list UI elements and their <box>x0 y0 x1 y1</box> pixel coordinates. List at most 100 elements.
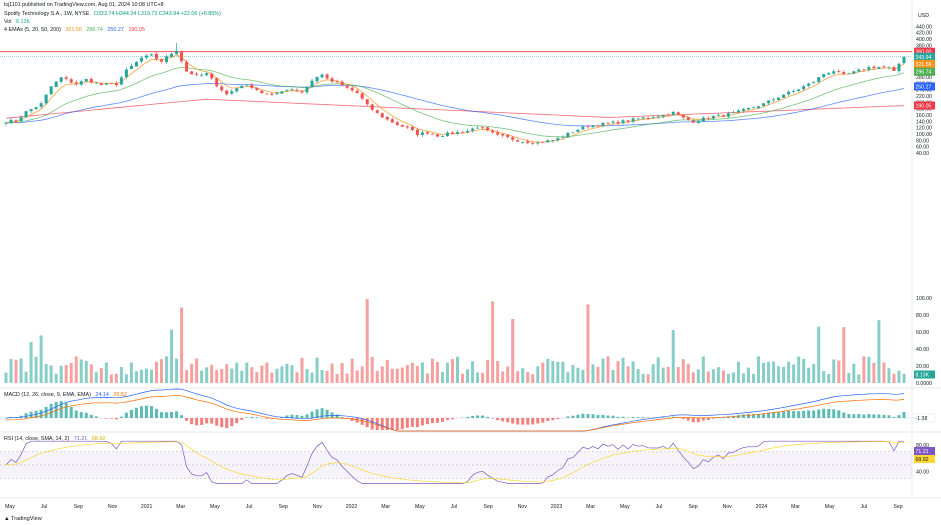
macd-histogram-bar <box>380 418 384 430</box>
macd-histogram-bar <box>536 418 540 424</box>
candle-body <box>355 90 359 93</box>
candle-body <box>551 139 555 141</box>
ema200-line <box>5 98 905 119</box>
volume-bar <box>681 359 685 383</box>
candle-body <box>762 103 766 106</box>
macd-value-tag: -1.38 <box>916 416 928 422</box>
rsi-tag-bg <box>914 447 935 456</box>
candle-body <box>767 100 771 104</box>
volume-bar <box>94 372 98 383</box>
rsi-line <box>5 440 904 484</box>
volume-bar <box>716 367 720 383</box>
ema20-price-tag-bg <box>914 67 935 76</box>
candle-body <box>591 125 595 128</box>
ema-label[interactable]: 4 EMAs (5, 20, 50, 200) <box>4 27 61 33</box>
candle-body <box>772 99 776 101</box>
macd-histogram-bar <box>350 418 354 421</box>
candle-body <box>205 73 209 76</box>
candle-body <box>812 82 816 84</box>
macd-histogram-bar <box>787 410 791 418</box>
volume-bar <box>897 370 901 383</box>
macd-histogram-bar <box>546 418 550 422</box>
macd-histogram-bar <box>69 406 73 418</box>
candle-body <box>501 133 505 136</box>
volume-bar <box>797 356 801 383</box>
macd-histogram-bar <box>706 418 710 421</box>
candle-body <box>285 89 289 91</box>
macd-histogram-bar <box>240 418 244 420</box>
candle-body <box>345 85 349 88</box>
time-axis-tick: Nov <box>108 504 118 510</box>
candle-body <box>175 51 179 55</box>
candle-body <box>887 67 891 69</box>
candle-body <box>185 61 189 72</box>
volume-bar <box>757 356 761 383</box>
macd-histogram-bar <box>410 418 414 427</box>
candle-body <box>220 86 224 91</box>
volume-bar <box>777 366 781 383</box>
macd-histogram-bar <box>139 406 143 418</box>
candle-body <box>290 89 294 91</box>
time-axis-tick: 2021 <box>141 504 153 510</box>
macd-histogram-bar <box>335 414 339 418</box>
volume-bar <box>330 363 334 383</box>
volume-bar <box>215 369 219 383</box>
macd-histogram-bar <box>200 418 204 425</box>
macd-histogram-bar <box>581 413 585 418</box>
macd-histogram-bar <box>124 412 128 418</box>
candle-body <box>466 130 470 133</box>
volume-bar <box>736 361 740 383</box>
volume-bar <box>114 373 118 383</box>
macd-histogram-bar <box>827 408 831 418</box>
candle-body <box>506 134 510 138</box>
macd-histogram-bar <box>89 414 93 418</box>
volume-bar <box>290 365 294 383</box>
macd-histogram-bar <box>295 414 299 418</box>
volume-bar <box>119 366 123 383</box>
volume-bar <box>837 360 841 383</box>
price-axis-tick: 440.00 <box>916 24 932 30</box>
macd-histogram-bar <box>807 410 811 418</box>
candle-body <box>741 108 745 111</box>
tradingview-credit[interactable]: ▲ TradingView <box>4 516 42 522</box>
macd-histogram-bar <box>586 414 590 418</box>
price-axis-tick: 60.00 <box>916 145 929 151</box>
macd-histogram-bar <box>812 410 816 418</box>
rsi-label[interactable]: RSI (14, close, SMA, 14, 2) <box>4 436 70 442</box>
volume-bar <box>144 368 148 383</box>
candle-body <box>546 140 550 143</box>
volume-bar <box>611 370 615 383</box>
candle-body <box>882 66 886 68</box>
macd-histogram-bar <box>180 415 184 418</box>
volume-bar <box>817 326 821 383</box>
candle-body <box>400 125 404 127</box>
vol-label: Vol <box>4 19 12 25</box>
candle-body <box>200 74 204 76</box>
candle-body <box>370 104 374 110</box>
ema20-value: 296.74 <box>86 27 103 33</box>
candle-body <box>34 107 38 110</box>
volume-bar <box>69 363 73 383</box>
symbol-text[interactable]: Spotify Technology S.A., 1W, NYSE <box>4 11 90 17</box>
volume-bar <box>711 369 715 383</box>
ema50-line <box>5 82 905 127</box>
volume-bar <box>812 364 816 383</box>
candle-body <box>897 63 901 72</box>
macd-histogram-bar <box>385 418 389 430</box>
ema-legend: 4 EMAs (5, 20, 50, 200) 321.56 296.74 25… <box>4 27 148 34</box>
macd-label[interactable]: MACD (12, 26, close, 9, EMA, EMA) <box>4 392 91 398</box>
volume-bar <box>139 369 143 383</box>
candle-body <box>706 118 710 120</box>
volume-bar <box>731 372 735 383</box>
candle-body <box>857 69 861 72</box>
volume-bar <box>405 365 409 383</box>
volume-bar <box>596 366 600 383</box>
candle-body <box>877 66 881 69</box>
volume-bar <box>265 362 269 383</box>
macd-histogram-bar <box>802 410 806 418</box>
volume-bar <box>380 366 384 383</box>
candle-body <box>315 77 319 82</box>
time-axis-tick: Nov <box>313 504 323 510</box>
volume-bar <box>867 356 871 383</box>
